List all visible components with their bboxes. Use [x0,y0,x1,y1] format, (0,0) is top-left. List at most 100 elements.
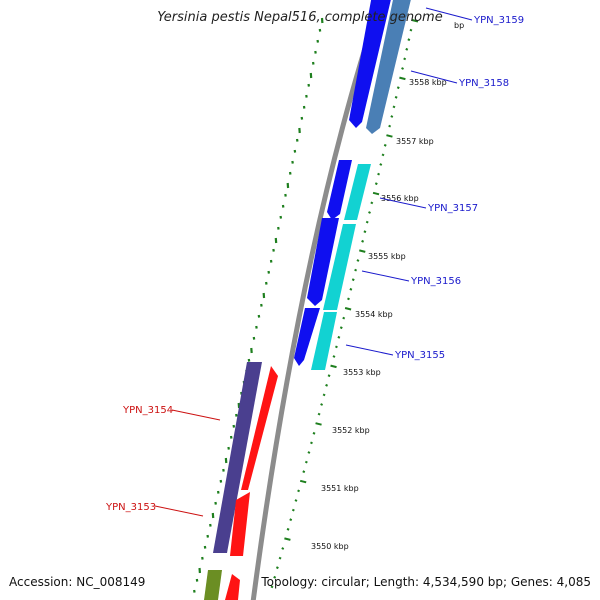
outer-tick [284,537,291,541]
outer-tick [275,566,279,570]
outer-tick [320,403,324,406]
gene-block-blue [327,160,352,220]
outer-tick [405,47,409,51]
outer-tick [322,393,326,397]
outer-tick [310,441,313,445]
outer-tick [332,355,336,358]
outer-tick [399,76,406,81]
outer-tick [327,374,331,378]
outer-tick [401,67,404,70]
outer-tick [317,412,321,416]
outer-tick [273,575,277,579]
inner-tick-ring [193,17,324,593]
outer-tick [299,479,307,484]
outer-tick [334,345,338,349]
label-leader-line [154,505,204,517]
label-leader-line [379,197,427,209]
outer-tick [379,163,383,166]
outer-tick [330,364,337,369]
gene-label-layer: YPN_3159 YPN_3158 YPN_3157 YPN_3156 YPN_3155… [105,7,524,517]
outer-tick [278,556,282,560]
gene-block-olive [204,570,222,600]
outer-tick [381,153,385,157]
scale-label: 3554 kbp [355,310,393,319]
outer-tick [304,460,308,464]
label-leader-line [361,270,410,282]
scale-label: 3553 kbp [343,368,381,377]
outer-tick [388,124,392,128]
gene-block-cyan [323,224,356,310]
gene-label-ypn_3154: YPN_3154 [122,405,173,416]
outer-tick [342,316,346,320]
outer-tick [396,86,400,90]
scale-label: 3556 kbp [381,194,419,203]
outer-tick [294,499,298,502]
outer-tick [312,431,316,435]
outer-tick [339,326,343,330]
outer-tick [386,134,393,138]
outer-tick [270,585,274,589]
outer-tick [349,287,353,291]
outer-tick [383,143,387,147]
topology-text: Topology: circular; Length: 4,534,590 bp… [261,575,591,589]
outer-tick [325,383,329,387]
scale-label: 3551 kbp [321,484,359,493]
scale-label: 3550 kbp [311,542,349,551]
outer-tick [286,527,290,531]
scale-label: 3552 kbp [332,426,370,435]
outer-tick [394,95,398,99]
outer-tick [281,547,285,550]
outer-tick [337,335,341,339]
label-leader-line [171,409,221,421]
outer-tick [403,57,407,61]
outer-tick [370,201,374,205]
outer-tick [307,451,311,454]
gene-label-ypn_3157: YPN_3157 [427,203,478,214]
outer-tick [407,38,411,42]
outer-tick [354,268,358,272]
outer-tick [368,211,371,214]
outer-tick [361,239,365,243]
outer-tick [372,191,380,196]
gene-block-blue [294,308,320,366]
scale-label-partial: 3558 kbp [409,78,447,87]
label-leader-line [345,344,394,356]
outer-tick [359,249,366,253]
gene-block-red [230,492,250,556]
outer-tick [347,297,350,301]
outer-tick [344,307,352,311]
outer-tick [390,115,394,118]
gene-block-navy [213,362,262,553]
outer-tick [302,470,306,474]
gene-block-cyan [311,312,337,370]
gene-label-ypn_3153: YPN_3153 [105,502,156,513]
genome-title: Yersinia pestis Nepal516, complete genom… [157,10,443,25]
outer-tick [392,105,396,109]
scale-label-fragment: bp [454,21,464,30]
outer-tick-ring [270,19,419,589]
outer-tick [351,278,355,282]
gene-block-red [225,574,240,600]
outer-tick [374,182,378,186]
gene-block-red [241,366,278,490]
scale-label: 3557 kbp [396,137,434,146]
outer-tick [315,422,322,426]
gene-label-ypn_3158: YPN_3158 [458,78,509,89]
outer-tick [356,259,360,262]
gene-block-cyan [344,164,371,220]
gene-label-ypn_3159: YPN_3159 [473,15,524,26]
outer-tick [363,230,367,234]
gene-block-steel [366,0,411,134]
scale-labels: 3557 kbp 3556 kbp 3555 kbp 3554 kbp 3553 kbp… [311,21,464,551]
accession-text: Accession: NC_008149 [9,575,146,589]
gene-label-ypn_3155: YPN_3155 [394,350,445,361]
gene-block-blue [349,0,391,128]
outer-tick [291,508,295,512]
gene-label-ypn_3156: YPN_3156 [410,276,461,287]
label-leader-line [425,7,473,21]
outer-tick [289,518,293,522]
scale-label: 3555 kbp [368,252,406,261]
gene-features [204,0,411,600]
